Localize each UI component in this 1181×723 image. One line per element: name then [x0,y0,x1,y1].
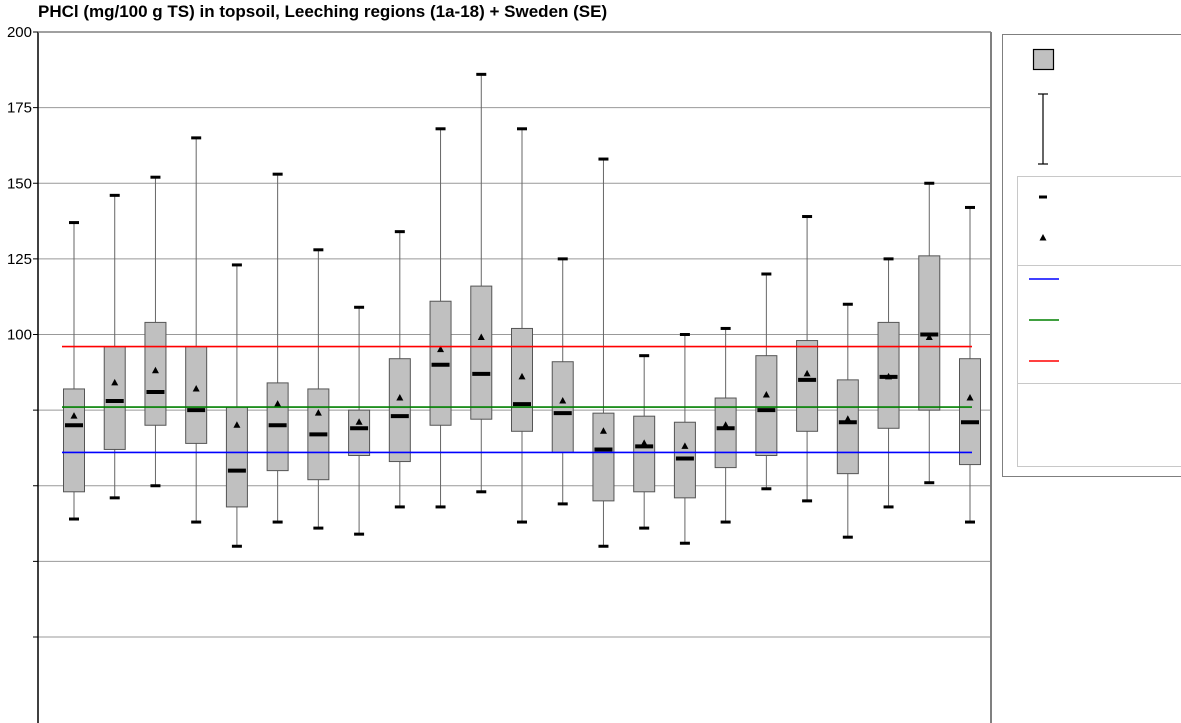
box-iqr [144,321,167,426]
box-6 [266,172,289,524]
mean-marker [151,366,159,374]
mean-marker [437,345,445,353]
box-iqr [511,327,533,432]
y-tick-label: 150 [7,175,32,192]
mean-marker [314,409,322,416]
box-iqr [470,285,493,420]
reference-lines [62,345,972,454]
mean-marker [722,421,730,428]
legend-triangle-swatch [1039,234,1047,241]
box-10 [429,127,452,509]
mean-marker [681,442,689,449]
box-iqr [103,346,126,450]
box-22 [918,181,941,485]
box-20 [836,302,859,539]
y-axis: 200 175 150 125 100 [7,24,38,638]
box-iqr [388,358,411,463]
box-iqr [592,412,615,502]
mean-marker [518,372,526,380]
box-16 [673,333,696,545]
box-5 [225,263,248,548]
legend-frame [1002,34,1181,477]
mean-marker [640,439,648,446]
box-19 [796,215,819,503]
box-15 [633,354,656,530]
box-21 [877,257,900,509]
box-iqr [755,355,778,456]
mean-marker [925,333,933,341]
mean-marker [192,384,200,392]
mean-marker [355,418,363,425]
mean-marker [111,378,119,386]
mean-marker [70,412,78,419]
mean-marker [599,427,607,434]
box-series [63,72,981,548]
legend-inner-frame-b [1017,265,1181,467]
box-iqr [959,358,981,466]
box-iqr [63,388,85,493]
box-12 [511,127,533,524]
chart-title: PHCl (mg/100 g TS) in topsoil, Leeching … [38,2,608,21]
legend-box-swatch [1032,48,1055,71]
box-14 [592,157,615,548]
box-17 [714,326,737,524]
mean-marker [885,372,893,380]
mean-marker [844,415,852,422]
mean-marker [396,394,404,401]
box-iqr [796,340,819,432]
box-23 [959,205,981,524]
box-iqr [185,346,208,444]
box-iqr [348,409,371,456]
y-tick-label: 175 [7,100,32,117]
box-8 [348,305,371,536]
y-tick-label: 100 [7,327,32,344]
plot-frame [37,31,992,723]
y-tick-label: 200 [7,24,32,41]
box-11 [470,72,493,494]
box-3 [144,175,167,488]
box-13 [551,257,574,506]
box-iqr [714,397,737,469]
mean-marker [274,400,282,407]
box-7 [307,248,330,530]
box-iqr [633,415,656,493]
mean-marker [966,394,974,401]
box-1 [63,221,85,521]
mean-marker [762,391,770,398]
mean-marker [559,397,567,404]
box-18 [755,272,778,491]
box-iqr [836,379,859,475]
y-tick-label: 125 [7,251,32,268]
box-4 [185,136,208,524]
mean-marker [477,333,485,341]
mean-marker [233,421,241,428]
box-9 [388,230,411,509]
legend [1002,34,1181,477]
mean-marker [803,369,811,377]
